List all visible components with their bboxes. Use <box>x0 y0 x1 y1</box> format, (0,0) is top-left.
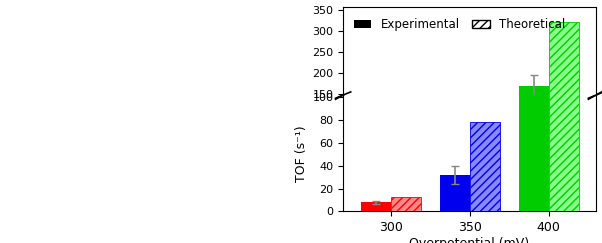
Legend: Experimental, Theoretical: Experimental, Theoretical <box>349 13 570 36</box>
Bar <box>470 122 500 211</box>
X-axis label: Overpotential (mV): Overpotential (mV) <box>409 237 530 243</box>
Bar <box>361 154 391 157</box>
Bar <box>470 125 500 157</box>
Bar <box>361 202 391 211</box>
Bar <box>439 175 470 211</box>
Bar <box>518 17 548 211</box>
Bar <box>391 197 421 211</box>
Bar <box>439 144 470 157</box>
Y-axis label: TOF (s⁻¹): TOF (s⁻¹) <box>295 125 308 182</box>
Bar <box>391 152 421 157</box>
Bar <box>518 86 548 157</box>
Bar <box>548 0 579 211</box>
Bar <box>548 23 579 157</box>
